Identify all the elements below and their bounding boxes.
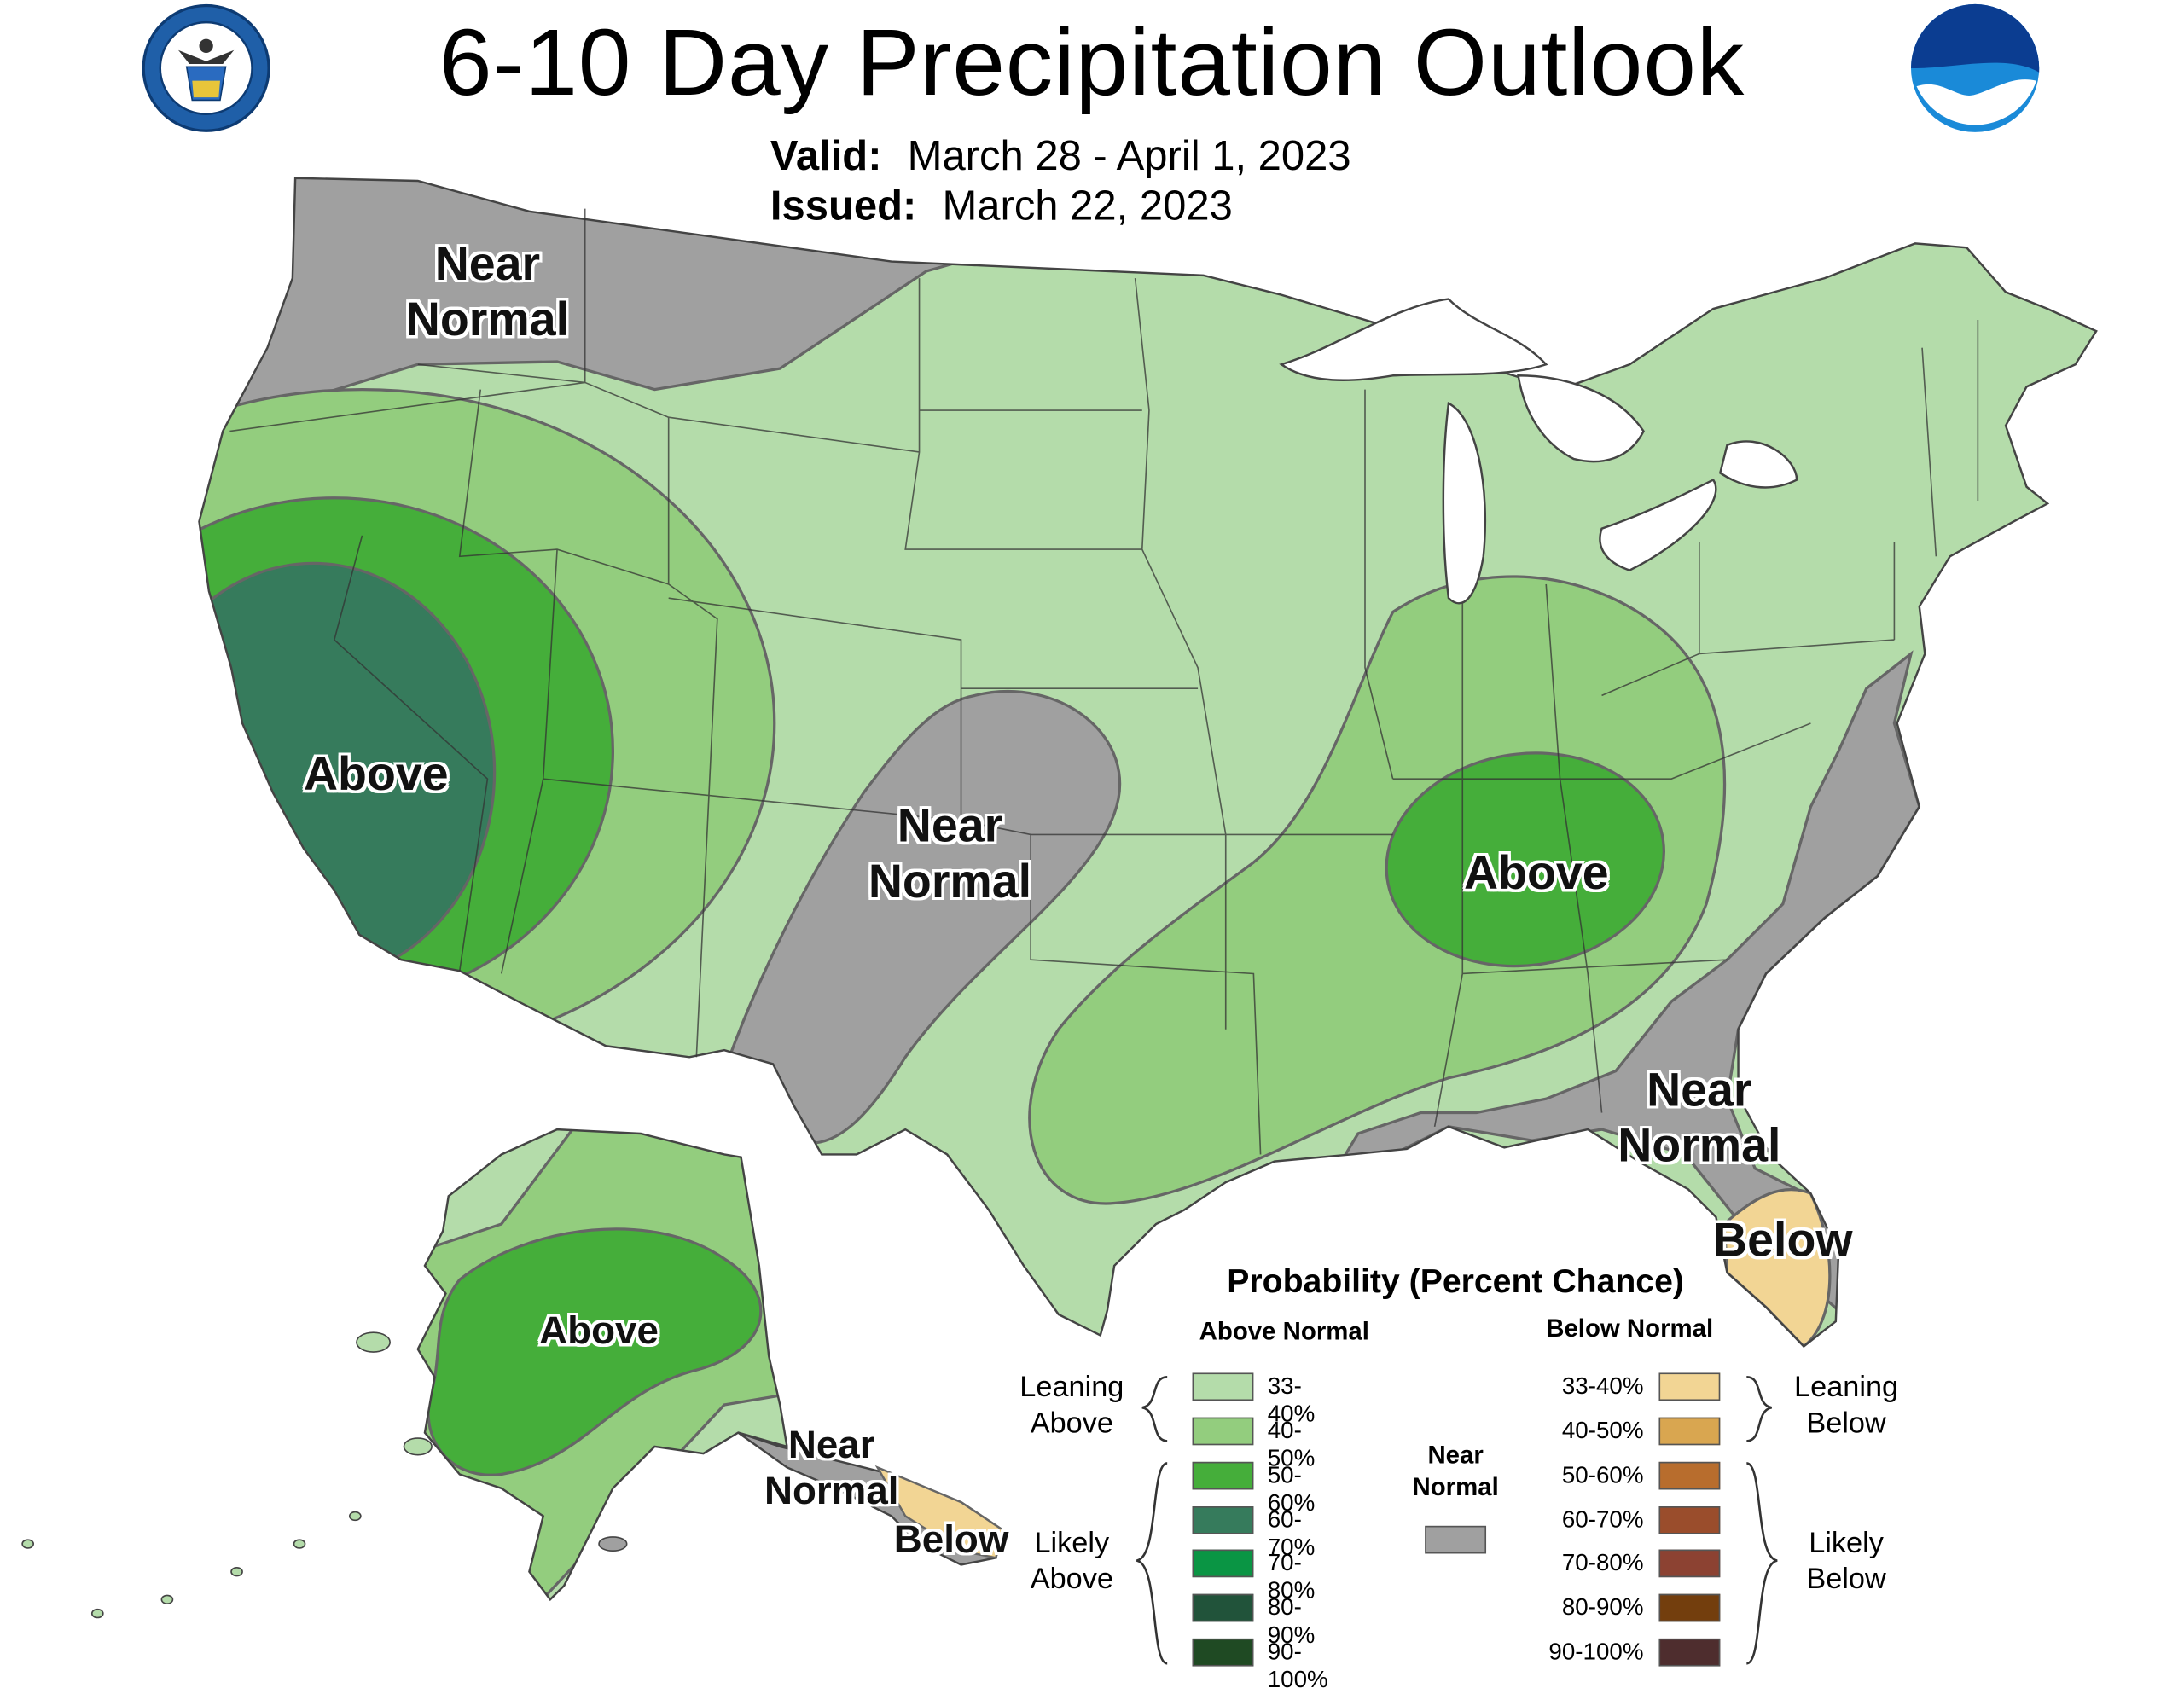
legend-above-swatch-90-100 <box>1192 1638 1254 1667</box>
legend-above-label: 50-60% <box>1267 1461 1316 1517</box>
state-borders <box>229 208 1979 1155</box>
great-lakes <box>1279 298 1798 605</box>
legend-below-swatch-33-40 <box>1658 1372 1721 1401</box>
legend-below-swatch-90-100 <box>1658 1638 1721 1667</box>
legend-above-swatch-40-50 <box>1192 1417 1254 1446</box>
valid-row: Valid: March 28 - April 1, 2023 <box>770 134 1351 181</box>
legend-above-label: 40-50% <box>1267 1417 1316 1472</box>
legend-below-header: Below Normal <box>1546 1314 1714 1343</box>
issued-row: Issued: March 22, 2023 <box>770 183 1233 230</box>
label-tennessee-above: Above <box>1463 847 1609 901</box>
legend-near-header: Near Normal <box>1412 1441 1499 1502</box>
legend-above-swatch-60-70 <box>1192 1506 1254 1534</box>
legend-above-swatch-80-90 <box>1192 1593 1254 1622</box>
legend-above-header: Above Normal <box>1199 1317 1369 1345</box>
legend-title: Probability (Percent Chance) <box>1227 1262 1684 1301</box>
legend-leaning-below: Leaning Below <box>1794 1371 1899 1441</box>
legend-below-label: 70-80% <box>1561 1549 1644 1576</box>
legend-below-label: 33-40% <box>1561 1372 1644 1400</box>
issued-value: March 22, 2023 <box>942 183 1233 230</box>
aleutian-islands <box>21 1331 628 1619</box>
legend-above-label: 90-100% <box>1267 1638 1328 1693</box>
label-alaska-above: Above <box>539 1308 659 1353</box>
legend-above-label: 80-90% <box>1267 1593 1316 1649</box>
legend-above-label: 33-40% <box>1267 1372 1316 1428</box>
conus-outlook <box>199 177 2097 1347</box>
ak-panhandle-below <box>874 1465 1004 1559</box>
label-southeast-near-normal: Near Normal <box>1618 1064 1781 1173</box>
legend-likely-below: Likely Below <box>1806 1527 1886 1596</box>
legend-above-swatch-50-60 <box>1192 1461 1254 1490</box>
page-title: 6-10 Day Precipitation Outlook <box>439 9 1745 116</box>
label-florida-below: Below <box>1713 1214 1853 1268</box>
legend-below-label: 90-100% <box>1548 1638 1644 1665</box>
legend-likely-above: Likely Above <box>1030 1527 1113 1596</box>
issued-label: Issued: <box>770 183 917 230</box>
alaska-outline <box>416 1128 788 1602</box>
legend-above-label: 60-70% <box>1267 1506 1316 1561</box>
legend-above-label: 70-80% <box>1267 1549 1316 1604</box>
valid-label: Valid: <box>770 133 882 180</box>
label-plains-near-normal: Near Normal <box>868 799 1032 909</box>
legend-above-swatch-70-80 <box>1192 1549 1254 1578</box>
legend-below-label: 50-60% <box>1561 1461 1644 1488</box>
legend-below-swatch-70-80 <box>1658 1549 1721 1578</box>
legend-below-swatch-60-70 <box>1658 1506 1721 1534</box>
doc-seal <box>142 3 270 132</box>
label-alaska-near-normal: Near Normal <box>764 1423 899 1512</box>
label-alaska-below: Below <box>893 1517 1009 1561</box>
legend-above-swatch-33-40 <box>1192 1372 1254 1401</box>
valid-value: March 28 - April 1, 2023 <box>907 133 1351 180</box>
label-northwest-near-normal: Near Normal <box>405 237 570 347</box>
legend-below-label: 60-70% <box>1561 1506 1644 1533</box>
legend-below-swatch-80-90 <box>1658 1593 1721 1622</box>
conus-outline <box>198 177 2098 1349</box>
legend-below-label: 80-90% <box>1561 1593 1644 1621</box>
legend-below-swatch-40-50 <box>1658 1417 1721 1446</box>
legend-below-swatch-50-60 <box>1658 1461 1721 1490</box>
legend-near-swatch <box>1425 1525 1487 1554</box>
noaa-logo <box>1910 3 2040 132</box>
legend-leaning-above: Leaning Above <box>1019 1371 1124 1441</box>
label-california-above: Above <box>303 748 449 802</box>
legend-below-label: 40-50% <box>1561 1417 1644 1444</box>
